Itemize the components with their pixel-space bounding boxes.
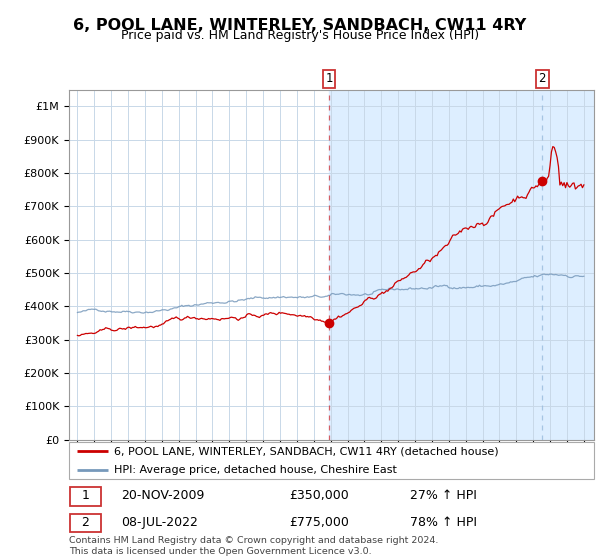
Text: 27% ↑ HPI: 27% ↑ HPI: [410, 489, 477, 502]
Text: HPI: Average price, detached house, Cheshire East: HPI: Average price, detached house, Ches…: [113, 465, 397, 474]
Text: 78% ↑ HPI: 78% ↑ HPI: [410, 516, 477, 529]
Text: 08-JUL-2022: 08-JUL-2022: [121, 516, 199, 529]
Text: Price paid vs. HM Land Registry's House Price Index (HPI): Price paid vs. HM Land Registry's House …: [121, 29, 479, 42]
Text: 2: 2: [82, 516, 89, 529]
Text: 6, POOL LANE, WINTERLEY, SANDBACH, CW11 4RY: 6, POOL LANE, WINTERLEY, SANDBACH, CW11 …: [73, 18, 527, 33]
Text: £350,000: £350,000: [290, 489, 349, 502]
Text: Contains HM Land Registry data © Crown copyright and database right 2024.
This d: Contains HM Land Registry data © Crown c…: [69, 536, 439, 556]
FancyBboxPatch shape: [70, 514, 101, 532]
Text: 2: 2: [538, 72, 546, 86]
Text: 1: 1: [82, 489, 89, 502]
Text: 20-NOV-2009: 20-NOV-2009: [121, 489, 205, 502]
Text: 6, POOL LANE, WINTERLEY, SANDBACH, CW11 4RY (detached house): 6, POOL LANE, WINTERLEY, SANDBACH, CW11 …: [113, 446, 498, 456]
FancyBboxPatch shape: [70, 487, 101, 506]
Bar: [329, 90, 594, 440]
Text: 1: 1: [325, 72, 333, 86]
Text: £775,000: £775,000: [290, 516, 349, 529]
